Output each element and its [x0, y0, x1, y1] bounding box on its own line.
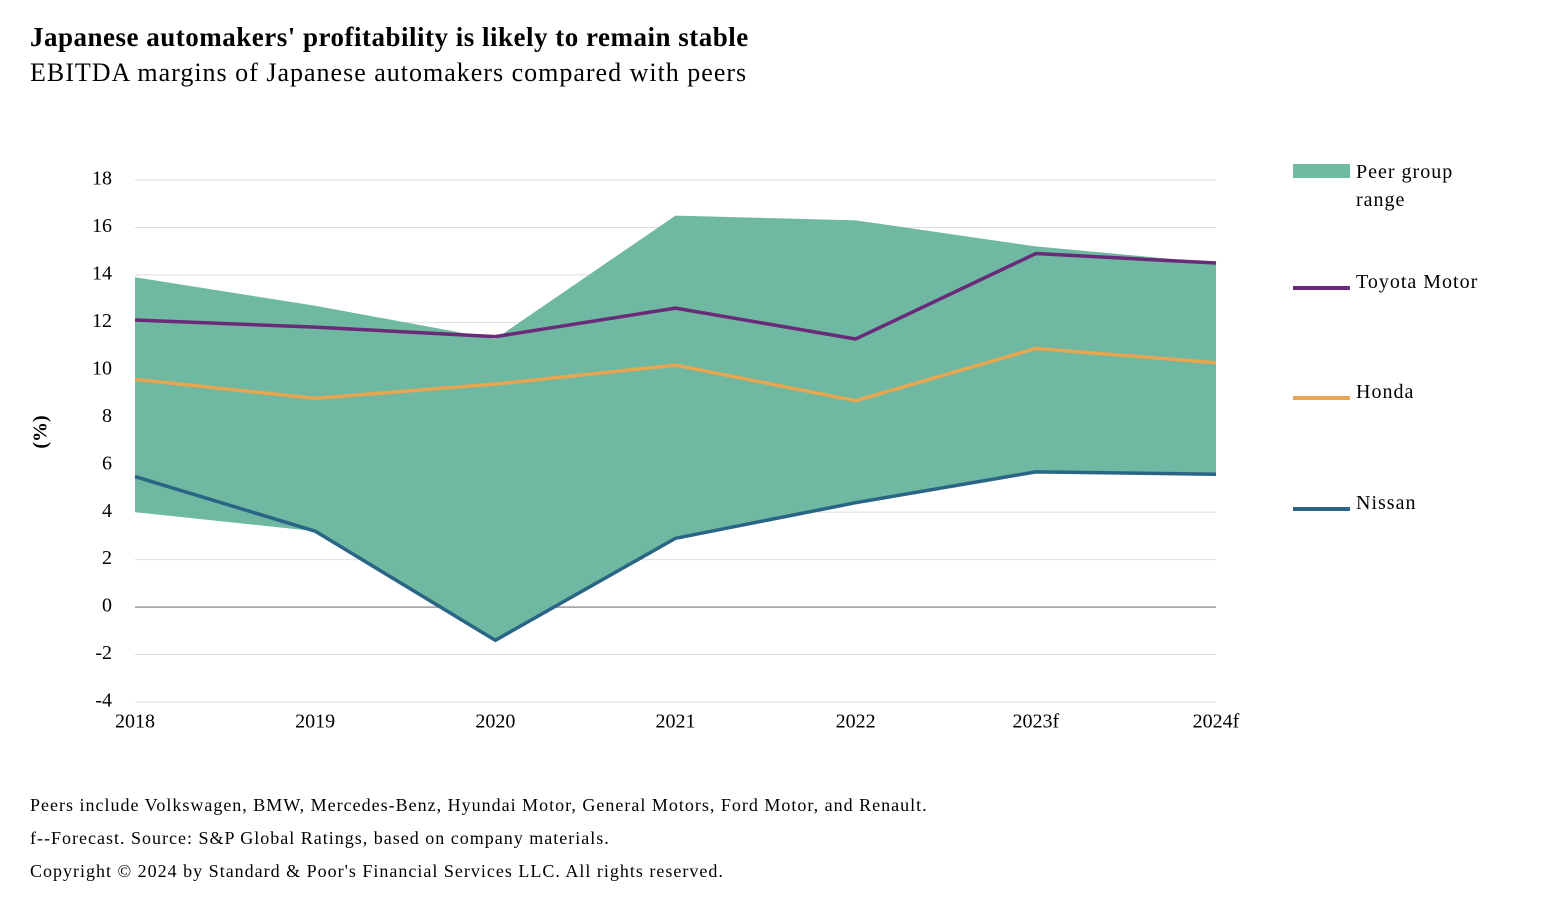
y-axis-label: (%) [30, 415, 52, 448]
y-tick-label: 12 [92, 310, 112, 332]
legend-label: Toyota Motor [1356, 271, 1479, 293]
chart-title: Japanese automakers' profitability is li… [30, 22, 749, 52]
legend-label: Nissan [1356, 492, 1417, 514]
x-tick-label: 2020 [475, 711, 515, 733]
peer-range-area [135, 215, 1216, 641]
x-tick-label: 2018 [115, 711, 155, 733]
legend-item: Nissan [1293, 489, 1523, 517]
x-tick-label: 2023f [1012, 711, 1059, 733]
footnote: Copyright © 2024 by Standard & Poor's Fi… [30, 861, 724, 881]
legend-swatch [1293, 507, 1350, 511]
y-tick-label: -2 [95, 642, 112, 664]
y-tick-label: 8 [102, 405, 112, 427]
x-tick-label: 2024f [1193, 711, 1240, 733]
legend-label: Honda [1356, 381, 1415, 403]
legend-swatch [1293, 396, 1350, 400]
series-line [134, 346, 1217, 403]
x-tick-label: 2022 [836, 711, 876, 733]
y-tick-label: -4 [95, 690, 112, 712]
y-tick-label: 14 [92, 263, 112, 285]
series-line [134, 251, 1217, 341]
y-tick-label: 10 [92, 357, 112, 379]
y-tick-label: 16 [92, 215, 112, 237]
legend-item: Honda [1293, 378, 1523, 406]
x-tick-label: 2021 [656, 711, 696, 733]
legend-swatch [1293, 286, 1350, 290]
y-tick-label: 6 [102, 452, 112, 474]
chart: (%) -4 -2 0 2 4 6 8 10 12 14 16 18 2018 2019 2020 2021 2… [30, 168, 1240, 733]
x-tick-label: 2019 [295, 711, 335, 733]
y-tick-label: 18 [92, 168, 112, 190]
legend-label: Peer group range [1356, 161, 1454, 211]
y-tick-label: 4 [102, 500, 112, 522]
y-tick-label: 0 [102, 595, 112, 617]
series-line [134, 470, 1217, 643]
legend-item: Toyota Motor [1293, 268, 1523, 296]
legend-swatch [1293, 164, 1350, 178]
y-tick-label: 2 [102, 547, 112, 569]
footnote: f--Forecast. Source: S&P Global Ratings,… [30, 828, 610, 848]
footnote: Peers include Volkswagen, BMW, Mercedes-… [30, 795, 928, 815]
chart-subtitle: EBITDA margins of Japanese automakers co… [30, 58, 748, 87]
legend-item: Peer group range [1293, 158, 1523, 214]
